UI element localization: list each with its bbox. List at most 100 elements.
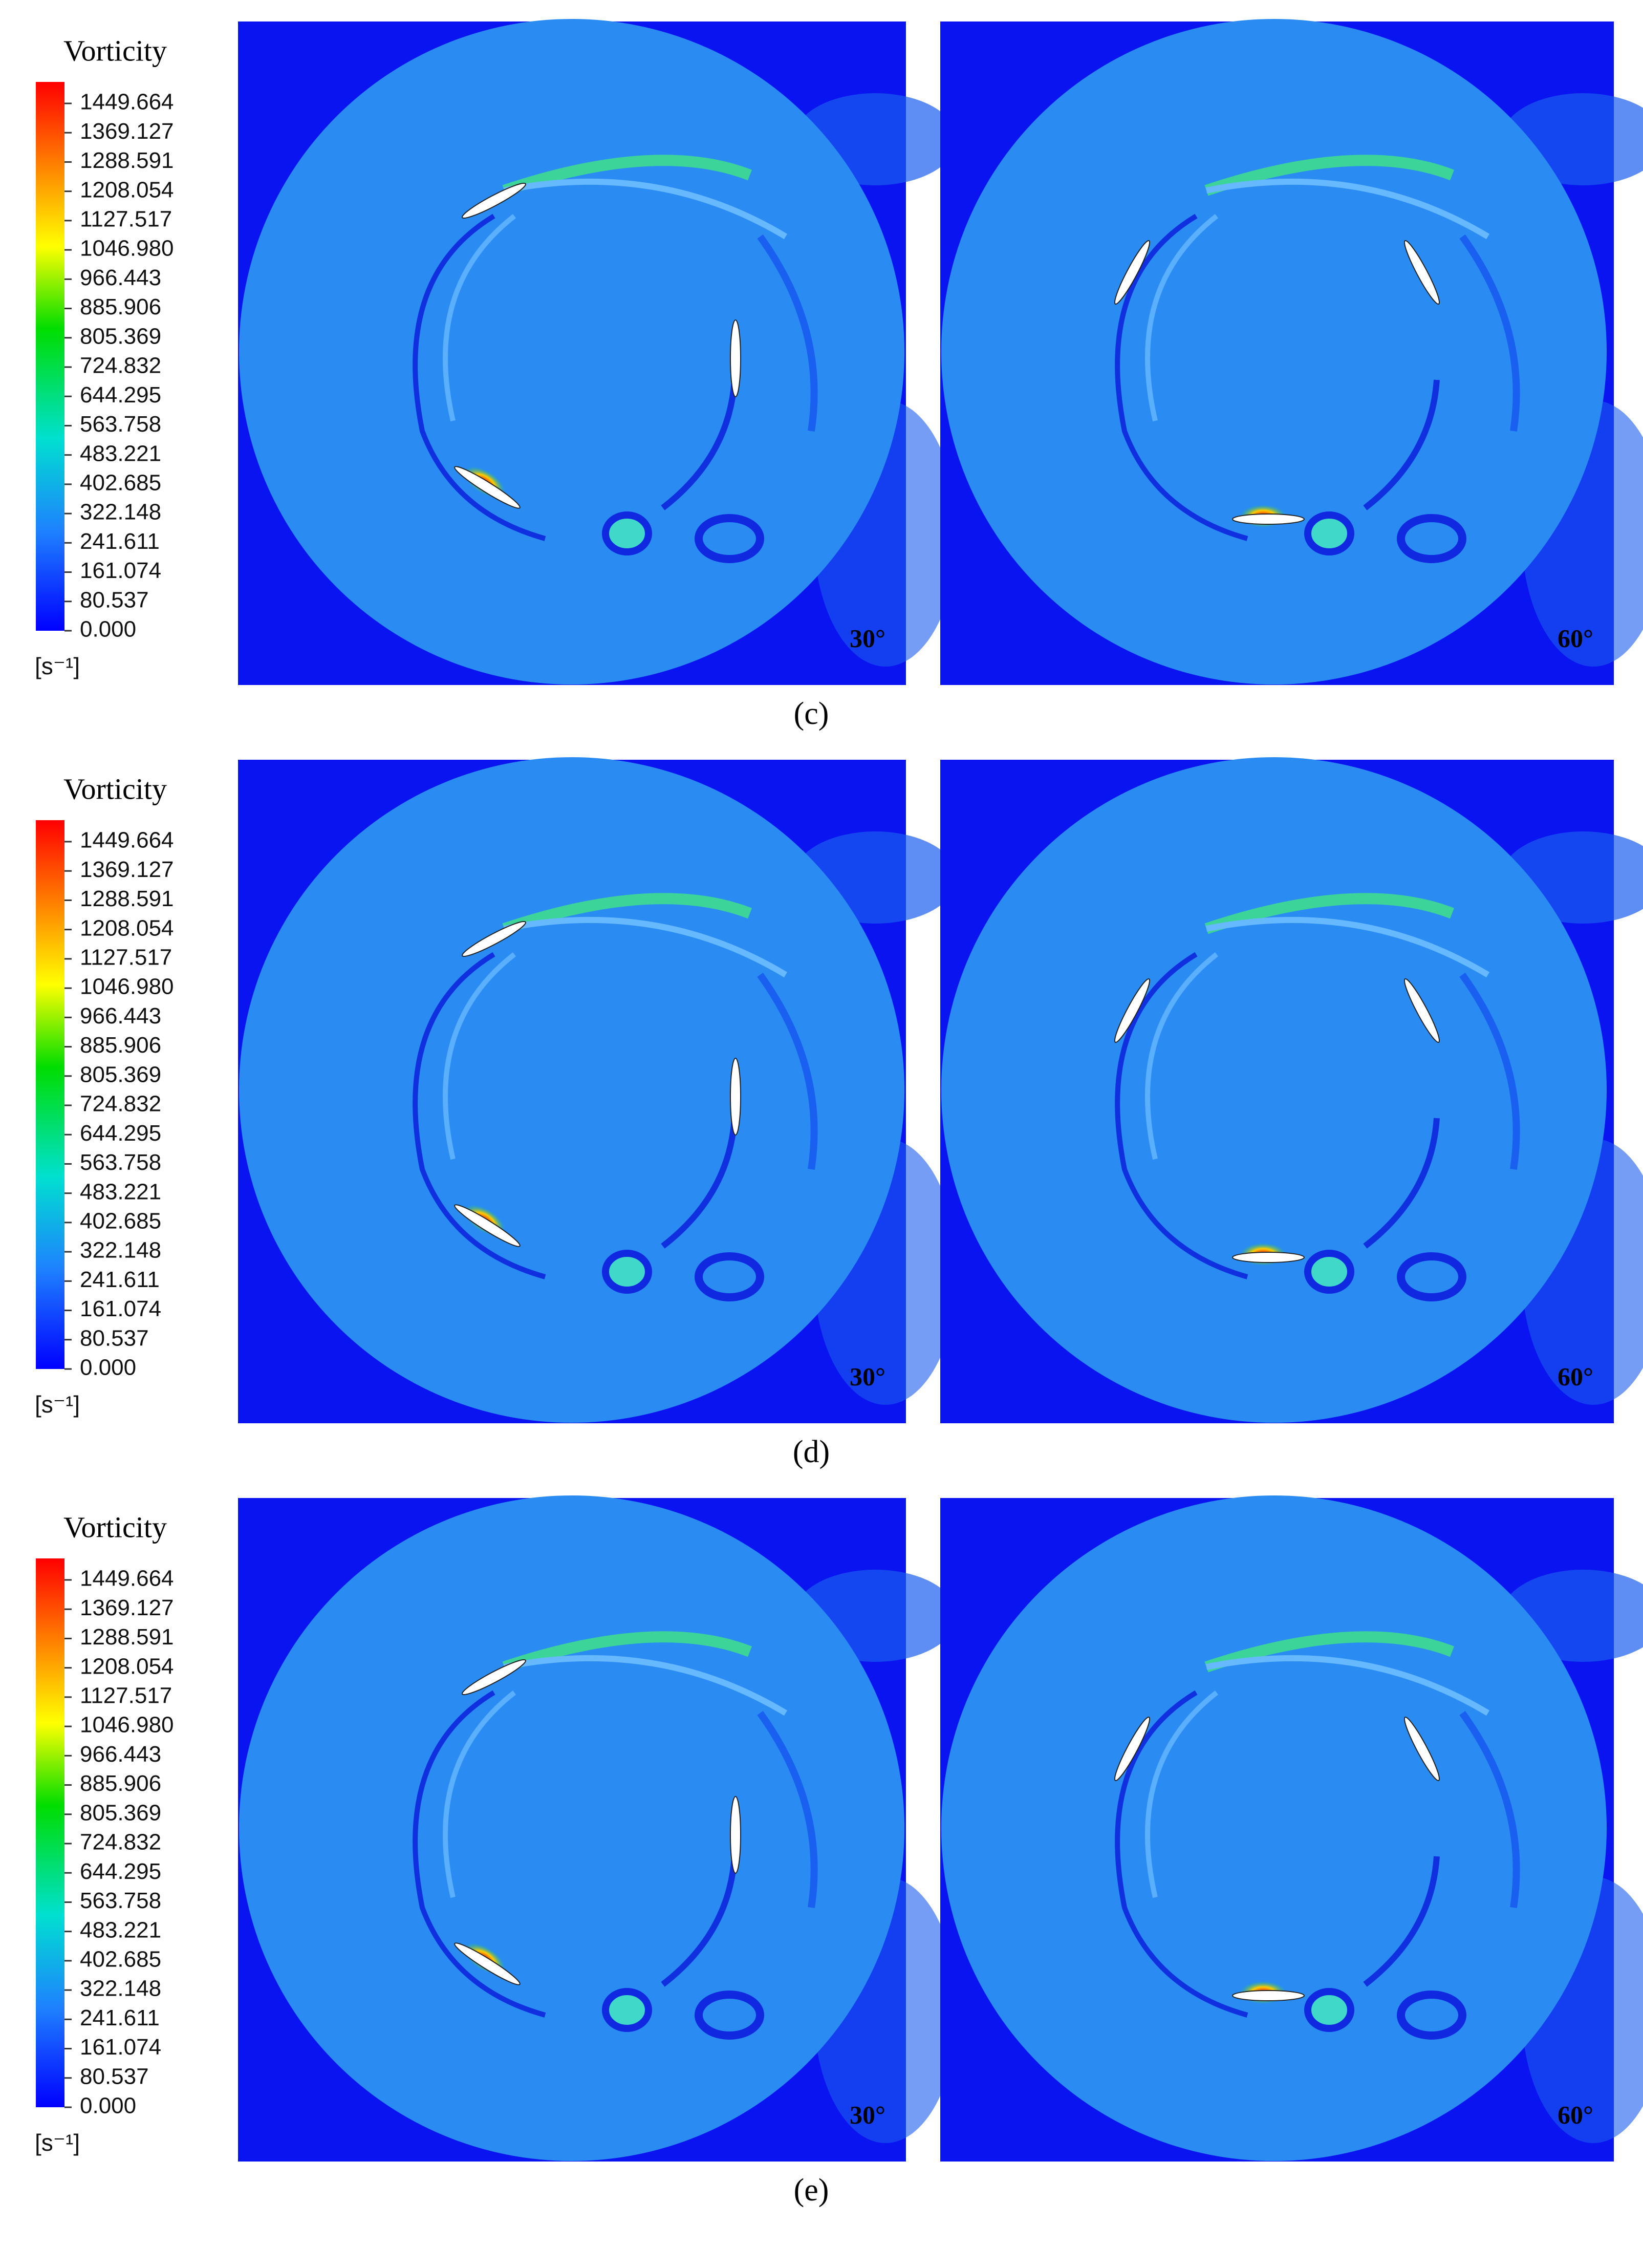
wake-arc: [1205, 1655, 1490, 1716]
colorbar-tick-label: 483.221: [80, 1179, 161, 1204]
colorbar-tick-label: 1127.517: [80, 945, 172, 970]
colorbar-tick-label: 1046.980: [80, 974, 174, 999]
colorbar-tick-label: 0.000: [80, 2093, 136, 2119]
caption: (d): [793, 1435, 830, 1469]
colorbar-title: Vorticity: [63, 772, 167, 805]
colorbar-tick-label: 805.369: [80, 1800, 161, 1825]
colorbar-tick-label: 1449.664: [80, 828, 174, 853]
blade: [1114, 1717, 1151, 1781]
colorbar-tick-label: 885.906: [80, 1771, 161, 1796]
vortex-ring: [443, 214, 516, 422]
blade: [454, 1204, 521, 1247]
colorbar-tick-label: 0.000: [80, 617, 136, 642]
shed-vortex: [1304, 1988, 1354, 2032]
colorbar-tick-label: 402.685: [80, 470, 161, 496]
colorbar-tick-label: 1127.517: [80, 207, 172, 232]
caption: (c): [794, 696, 829, 731]
angle-label: 30°: [850, 2100, 885, 2129]
vortex-ring: [757, 1710, 818, 1909]
blade: [454, 1942, 521, 1985]
wake-arc: [1204, 893, 1454, 934]
vortex-ring: [1459, 234, 1520, 432]
wake-arc: [502, 155, 752, 196]
colorbar-tick-label: 161.074: [80, 558, 161, 583]
vortex-ring: [1115, 952, 1248, 1279]
vortex-ring: [413, 213, 546, 541]
colorbar-tick-label: 1208.054: [80, 177, 174, 202]
colorbar-tick-label: 322.148: [80, 1238, 161, 1263]
colorbar-tick-label: 241.611: [80, 2005, 160, 2030]
blade: [1114, 240, 1151, 305]
vortex-ring: [1363, 379, 1440, 510]
blade: [1232, 1252, 1305, 1263]
colorbar: [36, 1558, 64, 2107]
colorbar-tick-label: 1046.980: [80, 236, 174, 261]
blade: [1232, 513, 1305, 525]
colorbar-tick-label: 80.537: [80, 1325, 149, 1351]
colorbar-tick-label: 322.148: [80, 500, 161, 525]
blade: [730, 1796, 741, 1874]
colorbar-tick-label: 241.611: [80, 529, 160, 554]
vortex-ring: [661, 379, 738, 510]
colorbar-tick-label: 241.611: [80, 1267, 160, 1292]
vortex-ring: [1145, 1691, 1219, 1898]
rotor-domain: [941, 757, 1607, 1423]
colorbar-tick-label: 1288.591: [80, 148, 174, 173]
vortex-ring: [1145, 214, 1219, 422]
shed-vortex: [602, 1250, 652, 1294]
vortex-ring: [1363, 1856, 1440, 1987]
colorbar-tick-label: 724.832: [80, 353, 161, 378]
colorbar-tick-label: 644.295: [80, 1859, 161, 1884]
vortex-ring: [1459, 1710, 1520, 1909]
vortex-ring: [1115, 213, 1248, 541]
colorbar-tick-label: 805.369: [80, 324, 161, 349]
blade: [730, 1058, 741, 1136]
wake-arc: [503, 1655, 788, 1716]
colorbar-tick-label: 483.221: [80, 441, 161, 466]
wake-arc: [1204, 1631, 1454, 1673]
colorbar-tick-label: 1127.517: [80, 1683, 172, 1708]
colorbar: [36, 820, 64, 1369]
blade: [454, 466, 521, 509]
colorbar-tick-label: 885.906: [80, 1033, 161, 1058]
colorbar-title: Vorticity: [63, 34, 167, 67]
colorbar-tick-label: 724.832: [80, 1830, 161, 1855]
colorbar-tick-label: 1208.054: [80, 1654, 174, 1679]
contour-panel: 30°: [238, 1495, 957, 2162]
colorbar-tick-label: 161.074: [80, 1296, 161, 1321]
colorbar: [36, 82, 64, 631]
colorbar-tick-label: 322.148: [80, 1976, 161, 2001]
wake-arc: [1205, 178, 1490, 240]
rotor-domain: [239, 1495, 904, 2161]
angle-label: 60°: [1558, 624, 1593, 652]
vortex-ring: [661, 1856, 738, 1987]
rotor-domain: [239, 19, 904, 684]
colorbar-tick-label: 1449.664: [80, 1566, 174, 1591]
vortex-ring: [413, 952, 546, 1279]
vortex-ring: [443, 1691, 516, 1898]
colorbar-tick-label: 483.221: [80, 1917, 161, 1942]
caption: (e): [794, 2173, 829, 2208]
blade: [462, 921, 526, 957]
shed-vortex: [695, 1991, 764, 2040]
colorbar-tick-label: 1046.980: [80, 1713, 174, 1738]
colorbar-tick-label: 724.832: [80, 1092, 161, 1117]
blade: [1403, 240, 1440, 305]
colorbar-tick-label: 402.685: [80, 1209, 161, 1234]
contour-panel: 60°: [940, 1495, 1643, 2162]
vortex-ring: [757, 972, 818, 1170]
vortex-ring: [757, 234, 818, 432]
shed-vortex: [602, 1988, 652, 2032]
shed-vortex: [1304, 1250, 1354, 1294]
figure-row: Vorticity 1449.664 1369.127 1288.591 1208.05…: [35, 757, 1643, 1469]
blade: [1403, 1717, 1440, 1781]
blade: [462, 182, 526, 219]
colorbar-unit: [s⁻¹]: [35, 2129, 80, 2156]
figure-row: Vorticity 1449.664 1369.127 1288.591 1208.05…: [35, 19, 1643, 731]
vortex-ring: [1115, 1690, 1248, 2018]
blade: [1232, 1990, 1305, 2001]
contour-panel: 60°: [940, 757, 1643, 1423]
colorbar-tick-label: 966.443: [80, 265, 161, 290]
colorbar-tick-label: 563.758: [80, 1888, 161, 1913]
